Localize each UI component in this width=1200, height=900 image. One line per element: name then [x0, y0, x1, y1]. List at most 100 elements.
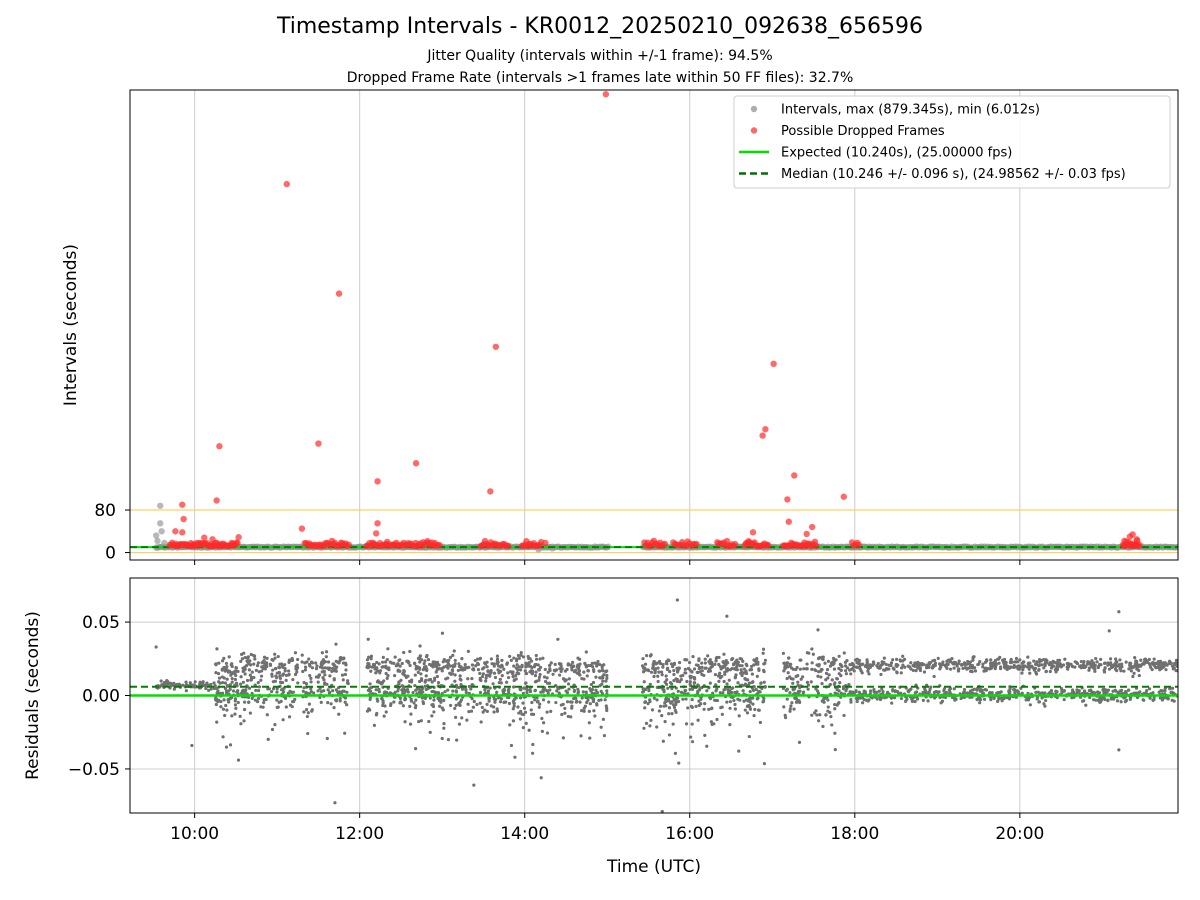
- residual-point: [274, 674, 278, 678]
- residual-point: [377, 662, 381, 666]
- residual-point: [478, 656, 483, 660]
- residual-point: [533, 698, 537, 702]
- residual-point: [384, 671, 388, 676]
- residual-point: [529, 659, 534, 663]
- residual-point: [451, 689, 455, 693]
- residual-point: [377, 690, 381, 694]
- residual-point: [733, 707, 737, 711]
- residual-point: [700, 672, 704, 677]
- residual-point: [950, 656, 954, 661]
- residual-point: [566, 663, 570, 667]
- residual-point: [911, 668, 915, 673]
- residual-point: [1137, 673, 1141, 678]
- residual-point: [600, 665, 604, 670]
- residual-point: [1128, 663, 1132, 667]
- residual-point: [920, 663, 924, 667]
- residual-point: [292, 699, 296, 704]
- residual-point: [739, 668, 743, 672]
- residual-point: [172, 681, 176, 685]
- dropped-frame-point: [374, 478, 381, 485]
- dropped-frame-point: [335, 290, 343, 297]
- residual-point: [453, 706, 457, 711]
- residual-point: [735, 668, 739, 672]
- residual-point: [240, 652, 244, 656]
- residual-point: [1009, 665, 1013, 669]
- residual-point: [442, 698, 446, 703]
- residual-point: [798, 685, 802, 690]
- residual-point: [788, 675, 792, 679]
- residual-point: [438, 667, 442, 671]
- residual-point: [270, 672, 274, 676]
- residual-point: [429, 664, 434, 668]
- residual-point: [665, 678, 669, 682]
- residual-point: [727, 678, 731, 682]
- residual-point: [227, 655, 231, 659]
- residual-point: [344, 661, 348, 665]
- residual-point: [1084, 703, 1088, 707]
- residual-point: [583, 704, 587, 708]
- residual-point: [1170, 698, 1174, 702]
- residual-point: [742, 699, 746, 703]
- residual-point: [467, 684, 471, 689]
- residual-point: [850, 661, 854, 666]
- dropped-frame-point: [813, 542, 820, 550]
- residual-point: [1020, 671, 1024, 675]
- residual-point: [526, 664, 530, 668]
- residual-point: [1081, 699, 1085, 703]
- residual-point: [230, 680, 234, 684]
- residual-point: [710, 662, 715, 667]
- residual-point: [545, 731, 550, 735]
- dropped-frame-point: [372, 530, 380, 537]
- residual-point: [265, 664, 269, 669]
- residual-point: [381, 701, 385, 705]
- residual-point: [317, 673, 321, 678]
- residual-point: [970, 688, 975, 692]
- residual-point: [926, 699, 930, 703]
- residual-point: [387, 666, 391, 670]
- residual-point: [401, 686, 406, 690]
- residual-point: [385, 657, 389, 662]
- residual-point: [521, 712, 526, 717]
- residual-point: [646, 702, 650, 706]
- dropped-frame-point: [693, 540, 700, 548]
- residual-point: [548, 667, 552, 671]
- residual-point: [748, 707, 753, 711]
- residual-point: [408, 663, 412, 668]
- dropped-frame-point: [749, 529, 757, 536]
- residual-point: [543, 679, 548, 684]
- residual-point: [1150, 667, 1154, 672]
- residual-point: [602, 734, 607, 738]
- residual-point: [472, 783, 476, 787]
- residual-point: [464, 690, 468, 695]
- residual-point: [507, 701, 512, 706]
- dropped-frame-point: [855, 541, 863, 548]
- residual-point: [695, 670, 699, 675]
- residual-point: [1131, 674, 1135, 679]
- residual-point: [488, 671, 492, 676]
- residual-point: [372, 664, 377, 668]
- residual-point: [522, 706, 527, 710]
- dropped-frame-point: [179, 501, 186, 508]
- residual-point: [913, 664, 917, 668]
- residual-point: [467, 710, 471, 714]
- residual-point: [952, 666, 956, 670]
- residual-point: [226, 670, 231, 674]
- residual-point: [473, 658, 477, 663]
- dropped-frame-point: [172, 528, 179, 535]
- residual-point: [281, 718, 285, 722]
- residual-point: [526, 654, 530, 659]
- residual-point: [267, 687, 271, 691]
- residual-point: [1162, 664, 1166, 668]
- residual-point: [755, 674, 759, 678]
- residual-point: [453, 658, 457, 663]
- y-tick-label-top: 0: [105, 544, 116, 564]
- residual-point: [1094, 698, 1098, 702]
- residual-point: [1026, 662, 1030, 666]
- residual-point: [672, 661, 677, 665]
- residual-point: [648, 699, 652, 704]
- residual-point: [1030, 665, 1034, 669]
- residual-point: [273, 723, 277, 727]
- residual-point: [601, 676, 605, 680]
- residual-point: [309, 660, 314, 664]
- residual-point: [558, 673, 562, 677]
